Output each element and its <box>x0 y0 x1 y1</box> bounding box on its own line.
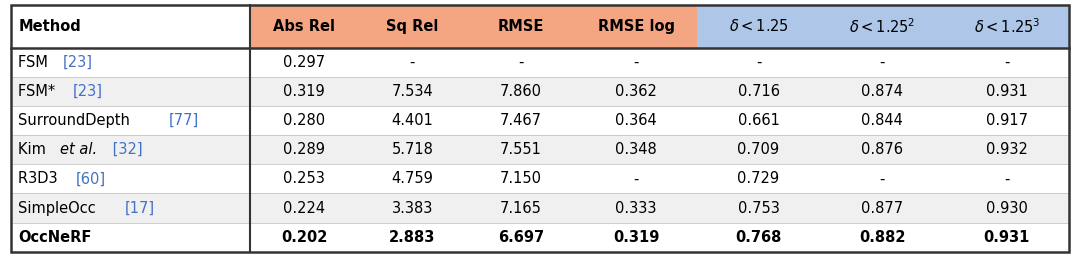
Text: [17]: [17] <box>124 200 154 216</box>
Bar <box>11 48 1069 77</box>
Text: et al.: et al. <box>60 142 97 157</box>
Text: FSM*: FSM* <box>18 84 60 99</box>
Text: 0.729: 0.729 <box>738 171 780 186</box>
Text: 0.289: 0.289 <box>283 142 325 157</box>
Text: [60]: [60] <box>76 171 106 186</box>
Text: 0.931: 0.931 <box>984 230 1030 245</box>
Text: 7.534: 7.534 <box>391 84 433 99</box>
Text: R3D3: R3D3 <box>18 171 63 186</box>
Bar <box>575 5 698 48</box>
Text: Method: Method <box>18 19 81 34</box>
Text: 0.877: 0.877 <box>861 200 903 216</box>
Text: [23]: [23] <box>63 55 93 70</box>
Text: 0.932: 0.932 <box>986 142 1028 157</box>
Text: FSM: FSM <box>18 55 53 70</box>
Text: 0.319: 0.319 <box>613 230 660 245</box>
Text: 0.280: 0.280 <box>283 113 325 128</box>
Text: 0.876: 0.876 <box>861 142 903 157</box>
Text: 4.401: 4.401 <box>391 113 433 128</box>
Text: 0.768: 0.768 <box>735 230 782 245</box>
Bar <box>11 135 1069 164</box>
Text: RMSE: RMSE <box>498 19 544 34</box>
Text: 7.860: 7.860 <box>500 84 542 99</box>
Text: 0.202: 0.202 <box>281 230 327 245</box>
Text: 0.253: 0.253 <box>283 171 325 186</box>
Bar <box>249 5 359 48</box>
Text: [77]: [77] <box>168 113 199 128</box>
Text: 3.383: 3.383 <box>392 200 433 216</box>
Text: 0.364: 0.364 <box>616 113 657 128</box>
Bar <box>820 5 945 48</box>
Text: Kim: Kim <box>18 142 51 157</box>
Bar <box>11 77 1069 106</box>
Text: -: - <box>634 171 639 186</box>
Text: OccNeRF: OccNeRF <box>18 230 92 245</box>
Text: 0.844: 0.844 <box>861 113 903 128</box>
Bar <box>359 5 467 48</box>
Text: 0.882: 0.882 <box>859 230 905 245</box>
Text: SimpleOcc: SimpleOcc <box>18 200 100 216</box>
Text: 7.467: 7.467 <box>500 113 542 128</box>
Text: 0.931: 0.931 <box>986 84 1028 99</box>
Bar <box>11 223 1069 252</box>
Bar <box>467 5 575 48</box>
Bar <box>11 106 1069 135</box>
Text: 0.224: 0.224 <box>283 200 325 216</box>
Text: 0.362: 0.362 <box>616 84 657 99</box>
Text: 0.874: 0.874 <box>861 84 903 99</box>
Text: 0.709: 0.709 <box>738 142 780 157</box>
Text: -: - <box>518 55 524 70</box>
Bar <box>698 5 820 48</box>
Text: 4.759: 4.759 <box>391 171 433 186</box>
Text: Sq Rel: Sq Rel <box>387 19 438 34</box>
Bar <box>11 5 249 48</box>
Text: Abs Rel: Abs Rel <box>273 19 335 34</box>
Text: -: - <box>879 55 885 70</box>
Text: 0.753: 0.753 <box>738 200 780 216</box>
Text: $\delta < 1.25^2$: $\delta < 1.25^2$ <box>849 17 915 36</box>
Bar <box>11 194 1069 223</box>
Text: 0.716: 0.716 <box>738 84 780 99</box>
Text: 0.661: 0.661 <box>738 113 780 128</box>
Text: 0.333: 0.333 <box>616 200 657 216</box>
Text: -: - <box>1004 55 1010 70</box>
Text: -: - <box>634 55 639 70</box>
Text: $\delta < 1.25^3$: $\delta < 1.25^3$ <box>973 17 1040 36</box>
Text: -: - <box>756 55 761 70</box>
Text: 6.697: 6.697 <box>498 230 544 245</box>
Text: -: - <box>1004 171 1010 186</box>
Text: 2.883: 2.883 <box>389 230 435 245</box>
Text: 7.551: 7.551 <box>500 142 542 157</box>
Text: [32]: [32] <box>108 142 143 157</box>
Text: SurroundDepth: SurroundDepth <box>18 113 135 128</box>
Text: 0.930: 0.930 <box>986 200 1028 216</box>
Text: 0.917: 0.917 <box>986 113 1028 128</box>
Text: 0.297: 0.297 <box>283 55 325 70</box>
Text: 0.319: 0.319 <box>283 84 325 99</box>
Text: 0.348: 0.348 <box>616 142 657 157</box>
Text: 5.718: 5.718 <box>391 142 433 157</box>
Text: [23]: [23] <box>72 84 103 99</box>
Text: -: - <box>879 171 885 186</box>
Text: 7.150: 7.150 <box>500 171 542 186</box>
Text: 7.165: 7.165 <box>500 200 542 216</box>
Bar <box>11 164 1069 194</box>
Bar <box>945 5 1069 48</box>
Text: $\delta < 1.25$: $\delta < 1.25$ <box>729 18 788 34</box>
Text: -: - <box>409 55 415 70</box>
Text: RMSE log: RMSE log <box>597 19 675 34</box>
